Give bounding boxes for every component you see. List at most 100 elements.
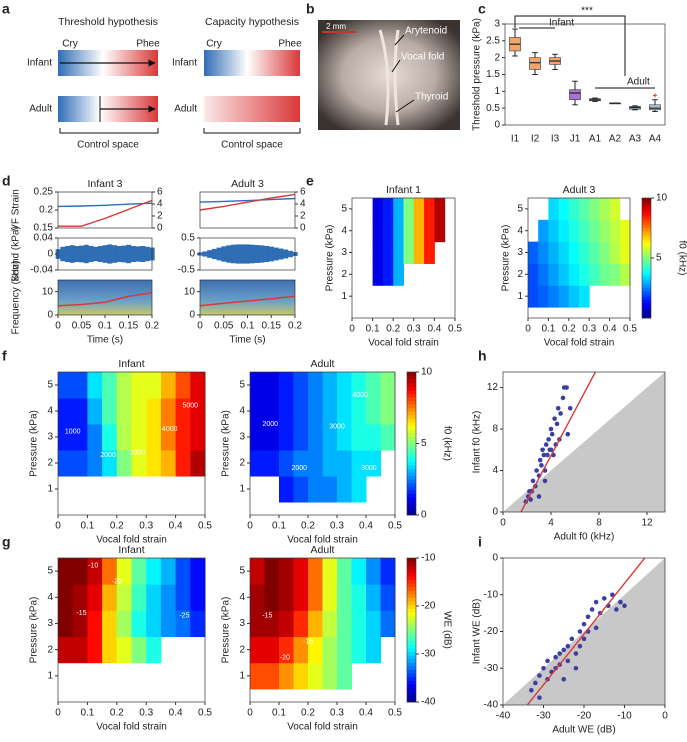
axes-frame <box>502 371 666 513</box>
colorbar-swatch <box>407 379 416 384</box>
y2-tick-label: 6 <box>157 187 163 198</box>
colorbar-swatch <box>407 612 416 616</box>
colorbar-swatch <box>407 586 416 591</box>
heatmap-cell <box>279 636 294 664</box>
identity-region <box>503 372 665 512</box>
heatmap-cell <box>146 398 162 425</box>
waveform-envelope <box>88 246 94 262</box>
scatter-point <box>565 643 571 649</box>
contour-label: -15 <box>303 639 313 646</box>
y-tick-label: 2 <box>494 52 500 63</box>
colorbar-swatch <box>407 640 416 645</box>
x-tick-label: 0.2 <box>386 324 400 335</box>
y-tick-label: 0.5 <box>486 103 500 114</box>
colorbar-swatch <box>407 676 416 681</box>
y-tick-label: -0.5 <box>178 265 196 276</box>
heatmap-cell <box>264 558 280 585</box>
colorbar-swatch <box>407 375 416 380</box>
colorbar-swatch <box>642 306 651 310</box>
y-axis-label: Infant WE (dB) <box>472 599 483 665</box>
colorbar-tick-label: -40 <box>421 697 436 708</box>
heatmap-cell <box>160 398 177 425</box>
y2-tick-label: 4 <box>300 199 306 210</box>
spectrogram-background <box>58 280 152 315</box>
box <box>529 57 541 70</box>
heatmap-cell <box>351 636 367 664</box>
heatmap-cell <box>589 198 600 221</box>
y-tick-label: 2 <box>239 644 245 655</box>
colorbar-swatch <box>407 601 416 606</box>
waveform-envelope <box>121 245 127 263</box>
colorbar-swatch <box>407 658 416 663</box>
colorbar-swatch <box>407 666 416 670</box>
heatmap-cell <box>337 424 352 451</box>
heatmap-cell <box>116 424 132 451</box>
colorbar-swatch <box>642 234 651 238</box>
colorbar-swatch <box>407 472 416 477</box>
heatmap-cell <box>131 558 147 585</box>
heatmap-cell <box>58 636 74 664</box>
heatmap-cell <box>609 219 621 243</box>
colorbar-swatch <box>642 315 651 319</box>
x-tick-label: 0.3 <box>139 708 153 719</box>
colorbar-swatch <box>407 594 416 598</box>
scatter-point <box>560 395 566 401</box>
x-tick-label: 0.4 <box>169 708 183 719</box>
heatmap-cell <box>579 285 590 308</box>
contour-label: 2000 <box>292 465 308 472</box>
x-tick-label: 0.1 <box>272 708 286 719</box>
colorbar-swatch <box>642 288 651 292</box>
heatmap-cell <box>102 636 118 664</box>
photo-label: Thyroid <box>415 92 448 103</box>
heatmap-cell <box>413 219 425 243</box>
heatmap-cell <box>87 610 103 638</box>
chart: -0.04 0 0.04 Sound (kPa) <box>11 226 155 282</box>
heatmap-cell <box>382 198 394 221</box>
heatmap-cell <box>322 372 338 399</box>
heatmap-cell <box>72 450 88 477</box>
waveform-envelope <box>283 249 289 259</box>
chart: 0 10 0 0.05 0.1 0.15 0.2 Time (s) <box>184 279 302 346</box>
heatmap-cell <box>424 241 435 264</box>
colorbar-swatch <box>642 264 651 268</box>
panel-letter: i <box>478 534 482 550</box>
colorbar-swatch <box>407 429 416 434</box>
x-tick-label: 0 <box>247 521 253 532</box>
colorbar-swatch <box>407 558 416 562</box>
x-tick-label: 0.5 <box>388 521 402 532</box>
x-tick-label: 0.2 <box>110 521 124 532</box>
y-tick-label: 4 <box>341 225 347 236</box>
diagram-label: Cry <box>206 39 222 50</box>
y-tick-label: 5 <box>239 380 245 391</box>
heatmap-cell <box>366 558 381 585</box>
diagram-label: Phee <box>136 39 160 50</box>
y-axis-label: Infant f0 (kHz) <box>472 411 483 474</box>
colorbar-label: f0 (kHz) <box>441 426 452 461</box>
x-tick-label: 4 <box>548 518 554 529</box>
waveform-envelope <box>230 244 236 264</box>
colorbar-swatch <box>642 213 651 217</box>
line <box>57 202 153 208</box>
x-axis-label: Time (s) <box>87 335 123 346</box>
scatter-point <box>614 607 619 612</box>
contour-label: 3000 <box>130 449 146 456</box>
scatter-point <box>573 651 579 656</box>
heatmap-cell <box>175 450 191 477</box>
y-tick-label: 0.04 <box>34 233 54 244</box>
scatter-point <box>555 405 561 411</box>
heatmap-cell <box>264 636 280 664</box>
heatmap-cell <box>131 450 147 477</box>
scatter-point <box>528 497 533 502</box>
heatmap-cell <box>102 558 118 585</box>
heatmap-cell <box>403 241 415 264</box>
colorbar-swatch <box>642 228 651 232</box>
colorbar-swatch <box>407 698 416 703</box>
y-tick-label: 1 <box>239 484 245 495</box>
panel-letter: g <box>2 534 11 550</box>
colorbar-swatch <box>407 414 416 419</box>
heatmap-cell <box>190 398 206 425</box>
fit-line <box>520 372 597 512</box>
heatmap-cell <box>250 372 265 399</box>
waveform-envelope <box>130 246 136 262</box>
